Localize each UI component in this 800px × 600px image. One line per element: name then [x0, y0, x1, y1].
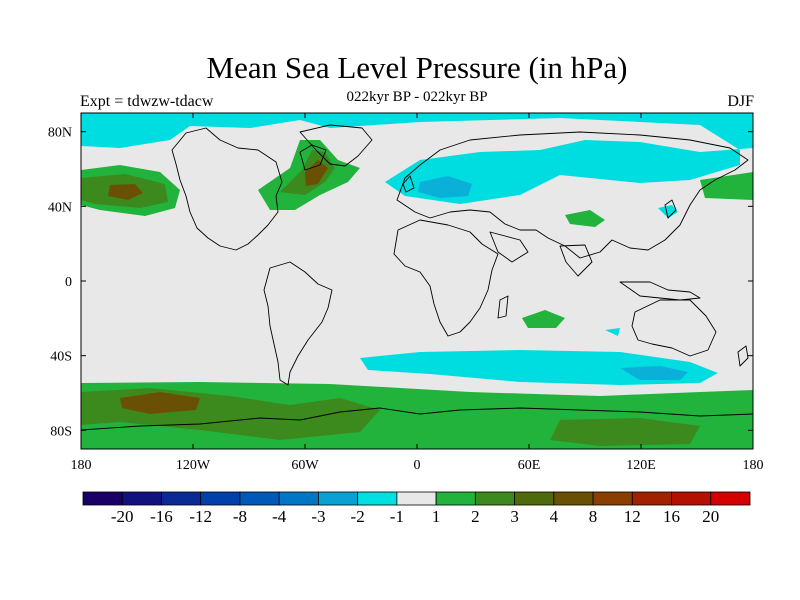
europe-negative-core — [418, 176, 472, 198]
colorbar: -20 -16 -12 -8 -4 -3 -2 -1 1 2 3 4 8 12 16 20 — [82, 491, 751, 526]
y-tick-label: 80N — [48, 126, 72, 141]
arctic-negative-field — [81, 113, 753, 204]
ross-sea-positive-inner — [550, 418, 700, 446]
australia-coastline — [631, 299, 717, 357]
y-tick-label: 40N — [48, 200, 72, 215]
greenland-coastline — [299, 124, 373, 167]
colorbar-swatch — [278, 491, 319, 506]
colorbar-label: -4 — [272, 507, 287, 526]
y-tick-label: 80S — [50, 424, 72, 439]
colorbar-label: 20 — [702, 507, 719, 526]
southern-ocean-negative-core — [620, 366, 688, 380]
british-isles-coastline — [402, 175, 415, 193]
europe-asia-coastline — [396, 131, 749, 259]
japan-coastline — [664, 199, 677, 219]
colorbar-swatch — [357, 491, 398, 506]
x-tick-label: 0 — [414, 458, 421, 473]
colorbar-swatch — [318, 491, 359, 506]
x-tick-label: 180 — [743, 458, 764, 473]
colorbar-label: -8 — [233, 507, 247, 526]
colorbar-label: 16 — [663, 507, 680, 526]
colorbar-label: -20 — [111, 507, 134, 526]
colorbar-label: 3 — [510, 507, 519, 526]
colorbar-swatch — [474, 491, 515, 506]
indian-ocean-negative-patch — [605, 328, 620, 336]
north-pacific-east-positive — [700, 172, 753, 200]
season-label: DJF — [727, 93, 754, 110]
x-tick-label: 60E — [518, 458, 541, 473]
southern-positive-core — [120, 392, 200, 414]
y-tick-label: 40S — [50, 350, 72, 365]
colorbar-swatch — [435, 491, 476, 506]
colorbar-label: -12 — [189, 507, 212, 526]
indonesia-coastline — [619, 281, 701, 301]
colorbar-label: -2 — [351, 507, 365, 526]
colorbar-label: -3 — [311, 507, 325, 526]
colorbar-swatch — [514, 491, 555, 506]
colorbar-label: 2 — [471, 507, 480, 526]
colorbar-label: 12 — [624, 507, 641, 526]
antarctica-coastline — [81, 407, 753, 431]
north-pacific-positive-core — [108, 184, 143, 200]
x-tick-label: 120E — [626, 458, 656, 473]
colorbar-swatch — [239, 491, 280, 506]
colorbar-label: -16 — [150, 507, 173, 526]
x-tick-label: 60W — [291, 458, 319, 473]
madagascar-coastline — [497, 295, 509, 319]
chart-title: Mean Sea Level Pressure (in hPa) — [206, 50, 628, 85]
colorbar-swatch — [82, 491, 123, 506]
southern-ocean-negative-field — [360, 350, 718, 385]
colorbar-swatch — [396, 491, 437, 506]
colorbar-swatch — [671, 491, 712, 506]
coastlines — [81, 124, 753, 431]
x-tick-label: 120W — [176, 458, 211, 473]
colorbar-label: 4 — [550, 507, 559, 526]
colorbar-swatch — [592, 491, 633, 506]
arabia-coastline — [489, 231, 529, 263]
central-asia-positive-patch — [565, 210, 605, 227]
north-atlantic-positive-core — [305, 160, 328, 186]
colorbar-swatch — [631, 491, 672, 506]
axis-ticks: 180 120W 60W 0 60E 120E 180 80N 40N 0 40S 80S — [48, 113, 764, 473]
colorbar-swatch — [710, 491, 751, 506]
colorbar-swatch — [200, 491, 241, 506]
colorbar-label: -1 — [390, 507, 404, 526]
pressure-anomaly-fields — [81, 113, 753, 449]
new-zealand-coastline — [737, 345, 749, 367]
chart-subtitle: 022kyr BP - 022kyr BP — [346, 89, 488, 105]
colorbar-swatch — [161, 491, 202, 506]
south-america-coastline — [263, 261, 333, 386]
colorbar-swatch — [553, 491, 594, 506]
y-tick-label: 0 — [65, 275, 72, 290]
experiment-label: Expt = tdwzw-tdacw — [80, 93, 214, 110]
india-coastline — [559, 244, 593, 277]
colorbar-swatch — [121, 491, 162, 506]
colorbar-label: 8 — [589, 507, 598, 526]
x-tick-label: 180 — [71, 458, 92, 473]
colorbar-label: 1 — [432, 507, 441, 526]
africa-coastline — [393, 219, 499, 337]
japan-negative-patch — [658, 205, 678, 218]
south-indian-positive-patch — [522, 310, 565, 328]
